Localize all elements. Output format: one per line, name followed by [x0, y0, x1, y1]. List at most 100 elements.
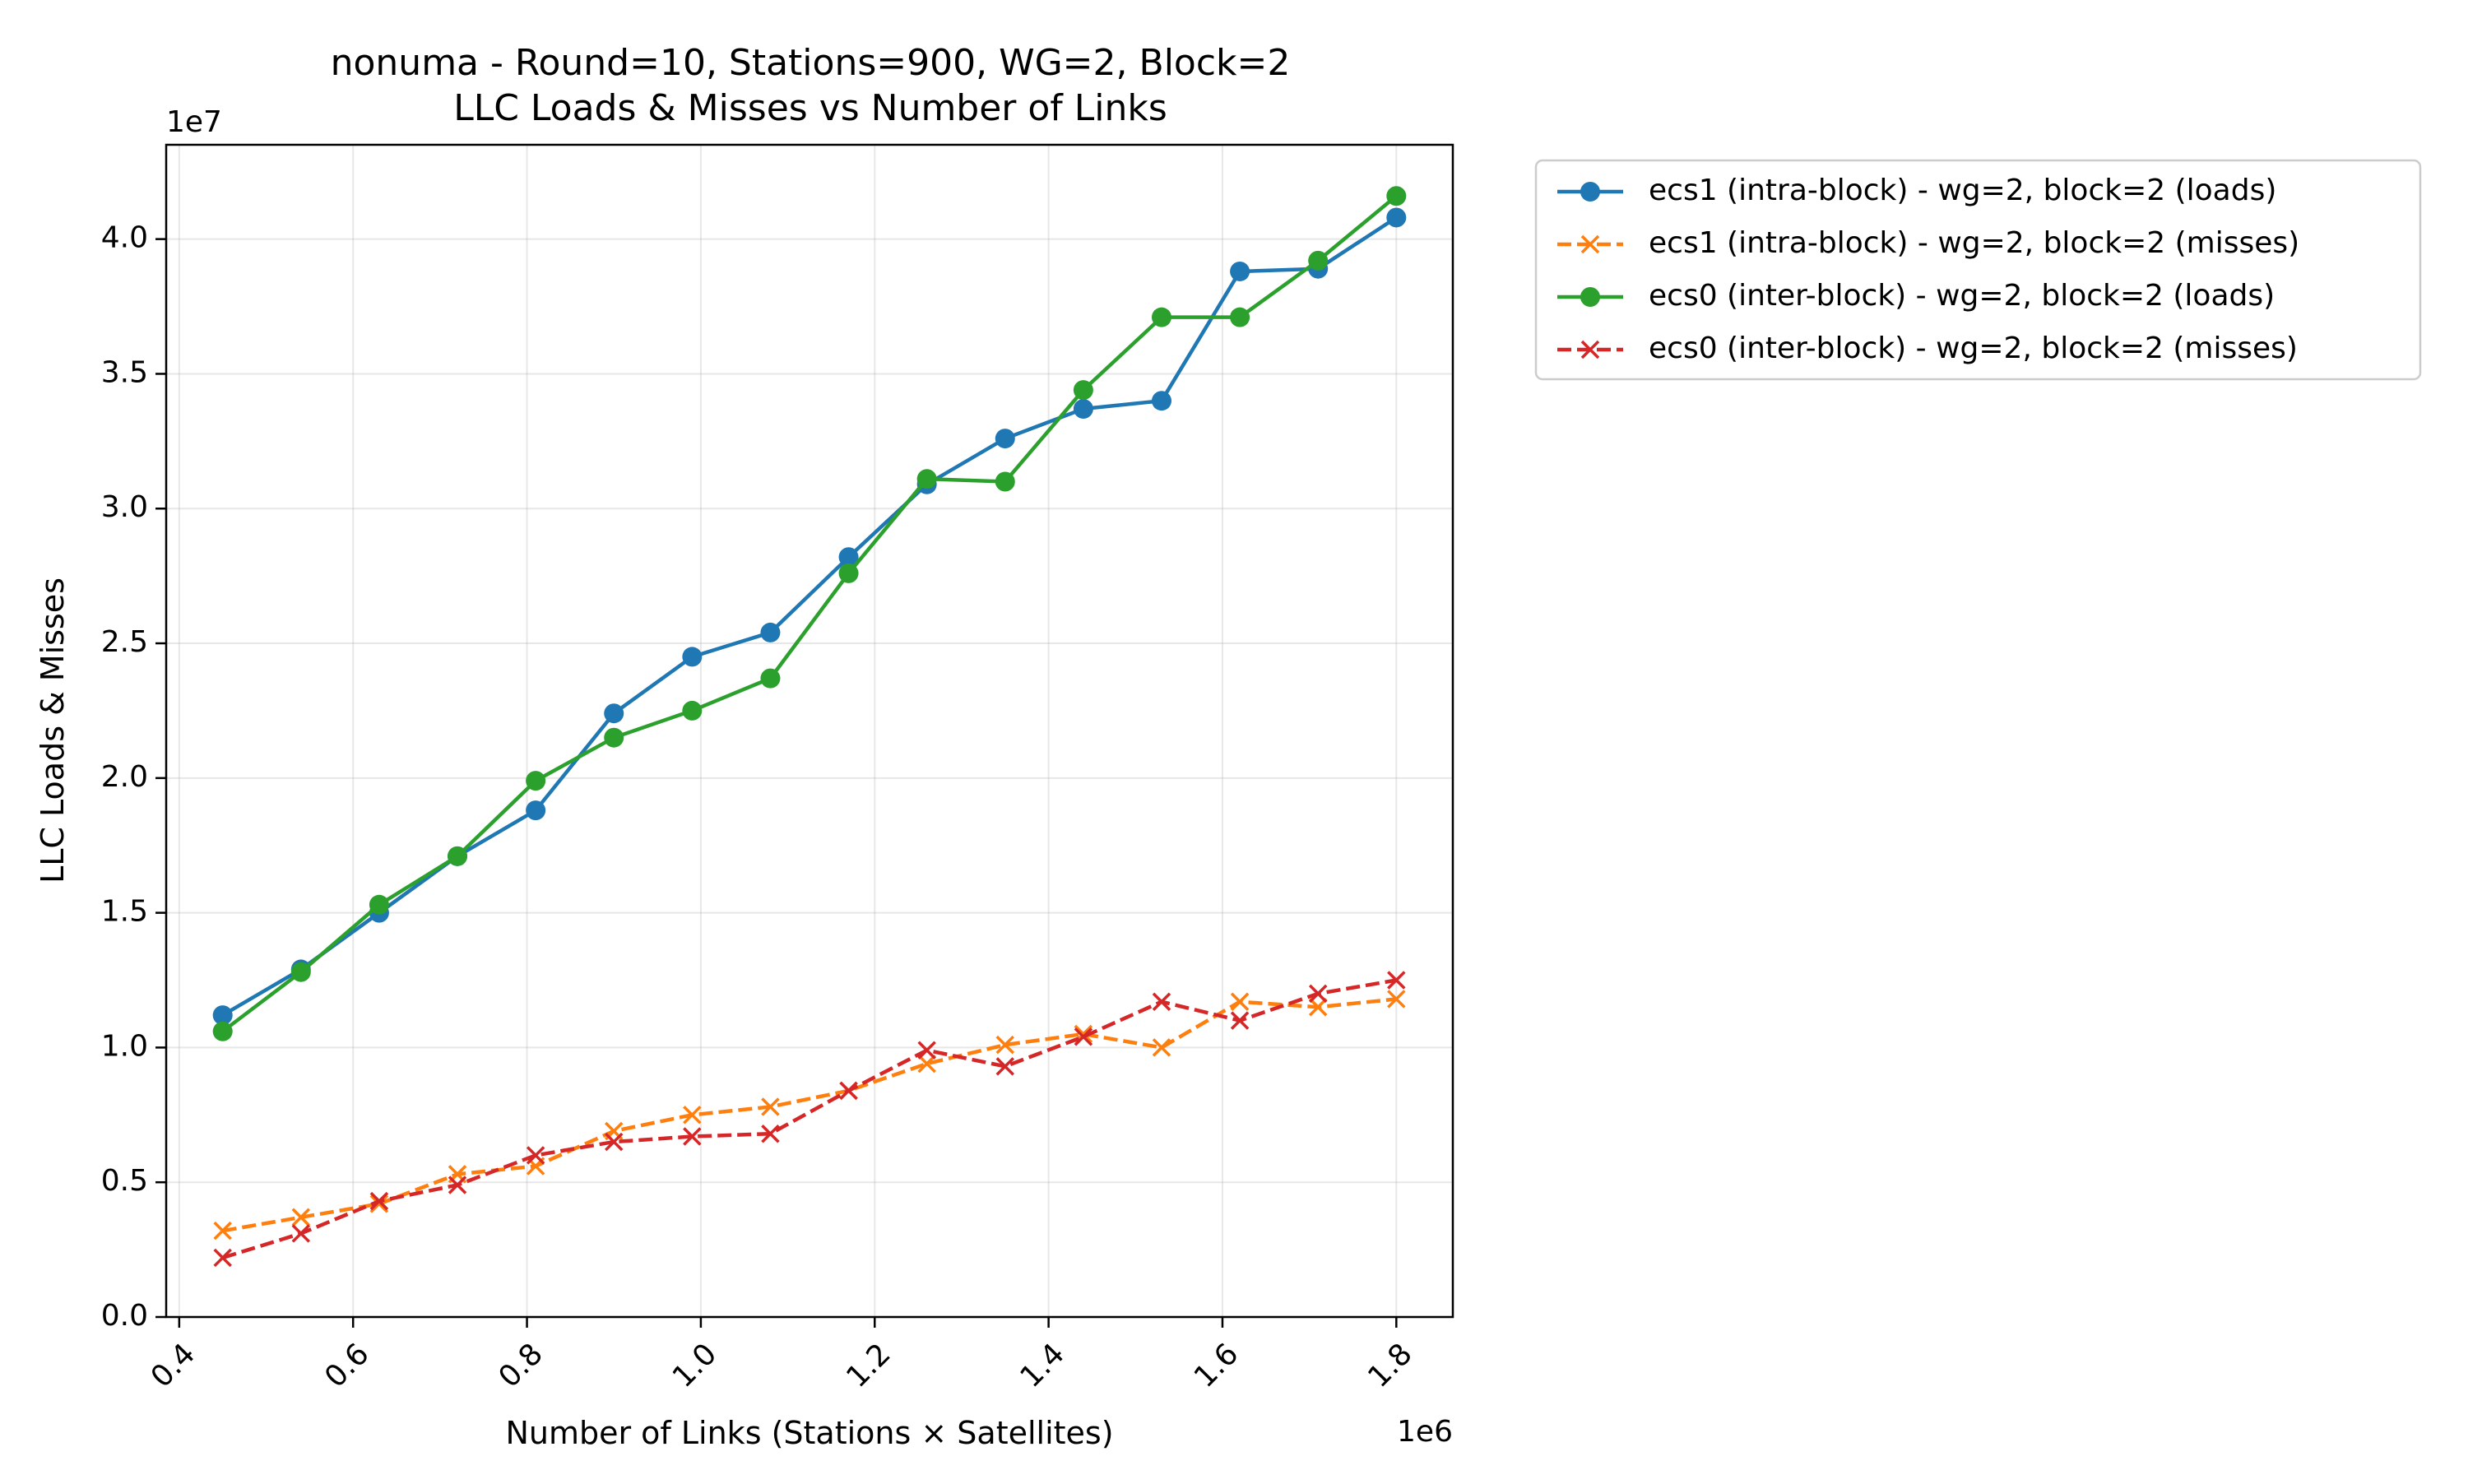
- data-point: [838, 563, 859, 583]
- data-point: [291, 1208, 311, 1227]
- y-axis-offset-label: 1e7: [166, 105, 222, 139]
- y-tick-label: 2.0: [101, 760, 148, 794]
- chart-title-line-1: nonuma - Round=10, Stations=900, WG=2, B…: [331, 42, 1291, 84]
- data-point: [526, 1146, 545, 1165]
- legend-label: ecs1 (intra-block) - wg=2, block=2 (miss…: [1649, 226, 2299, 260]
- plot-area-frame: [165, 143, 1454, 1319]
- data-point: [1230, 992, 1250, 1011]
- grid-lines: [166, 145, 1453, 1318]
- data-point: [448, 1176, 467, 1194]
- legend-marker: [1580, 340, 1600, 359]
- data-point: [290, 962, 311, 982]
- legend-label: ecs1 (intra-block) - wg=2, block=2 (load…: [1649, 174, 2276, 207]
- series-line: [222, 978, 1397, 1260]
- legend-entry: ecs1 (intra-block) - wg=2, block=2 (load…: [1557, 174, 2276, 207]
- data-point: [916, 469, 937, 489]
- data-point: [1152, 1038, 1171, 1057]
- data-point: [917, 1041, 936, 1060]
- data-point: [1151, 307, 1171, 327]
- data-point: [1386, 186, 1407, 206]
- data-point: [838, 547, 859, 568]
- data-point: [839, 1081, 858, 1101]
- legend-marker: [1580, 287, 1600, 307]
- data-point: [683, 1127, 702, 1146]
- data-point: [760, 622, 781, 642]
- y-tick-label: 1.5: [101, 895, 148, 929]
- data-point: [604, 703, 624, 724]
- data-point: [1387, 971, 1406, 990]
- data-point: [761, 1097, 780, 1116]
- data-point: [682, 647, 703, 667]
- legend: ecs1 (intra-block) - wg=2, block=2 (load…: [1534, 159, 2422, 381]
- y-axis-label: LLC Loads & Misses: [35, 577, 71, 883]
- data-point: [1152, 992, 1171, 1011]
- x-axis-offset-label: 1e6: [1397, 1415, 1453, 1449]
- x-axis-label: Number of Links (Stations × Satellites): [505, 1415, 1113, 1451]
- data-point: [212, 1005, 233, 1026]
- series-3: [212, 186, 1407, 1041]
- data-point: [448, 846, 468, 866]
- x-tick-label: 1.8: [1362, 1337, 1418, 1394]
- series-line: [221, 216, 1398, 1018]
- data-point: [213, 1248, 232, 1268]
- x-tick-label: 0.8: [493, 1337, 550, 1394]
- y-tick-label: 3.5: [101, 355, 148, 389]
- data-point: [604, 727, 624, 748]
- y-tick-label: 4.0: [101, 221, 148, 255]
- x-tick-label: 1.2: [840, 1337, 897, 1394]
- data-point: [760, 668, 781, 689]
- data-point: [995, 1035, 1015, 1055]
- data-point: [1386, 207, 1407, 228]
- data-point: [1151, 391, 1171, 411]
- legend-frame: [1534, 159, 2422, 381]
- data-point: [369, 894, 389, 915]
- data-point: [1308, 984, 1328, 1004]
- data-point: [1073, 399, 1093, 420]
- data-point: [1230, 1011, 1250, 1030]
- data-point: [682, 700, 703, 721]
- legend-marker: [1580, 182, 1600, 202]
- data-point: [995, 429, 1015, 449]
- series-line: [221, 194, 1398, 1033]
- series-4: [213, 971, 1406, 1268]
- x-axis-ticks: 0.4 0.6 0.8 1.0 1.2 1.4 1.6 1.8: [145, 1317, 1419, 1394]
- legend-entry: ecs1 (intra-block) - wg=2, block=2 (miss…: [1557, 226, 2299, 260]
- data-point: [526, 771, 546, 791]
- data-point: [995, 471, 1015, 492]
- data-point: [1308, 998, 1328, 1017]
- data-point: [291, 1224, 311, 1243]
- x-tick-label: 1.0: [666, 1337, 723, 1394]
- series-1: [212, 207, 1407, 1026]
- data-point: [604, 1132, 624, 1152]
- data-point: [1230, 261, 1250, 281]
- series-layer: [212, 186, 1407, 1268]
- x-tick-label: 1.4: [1014, 1337, 1071, 1394]
- y-tick-label: 0.0: [101, 1299, 148, 1333]
- legend-entry: ecs0 (inter-block) - wg=2, block=2 (miss…: [1557, 332, 2298, 365]
- legend-marker: [1580, 234, 1600, 254]
- data-point: [1230, 307, 1250, 327]
- x-tick-label: 0.4: [145, 1337, 202, 1394]
- data-point: [1074, 1027, 1093, 1046]
- data-point: [1073, 380, 1093, 401]
- data-point: [995, 1057, 1015, 1076]
- data-point: [683, 1106, 702, 1125]
- data-point: [1308, 250, 1329, 271]
- series-line: [222, 997, 1397, 1233]
- y-axis-ticks: 0.0 0.5 1.0 1.5 2.0 2.5 3.0 3.5 4.0: [101, 221, 166, 1333]
- data-point: [761, 1125, 780, 1143]
- x-tick-label: 0.6: [318, 1337, 375, 1394]
- data-point: [369, 1191, 389, 1211]
- chart-title-line-2: LLC Loads & Misses vs Number of Links: [453, 87, 1167, 129]
- data-point: [917, 1054, 936, 1074]
- legend-entry: ecs0 (inter-block) - wg=2, block=2 (load…: [1557, 279, 2275, 313]
- y-tick-label: 2.5: [101, 625, 148, 659]
- x-tick-label: 1.6: [1188, 1337, 1245, 1394]
- data-point: [369, 1194, 389, 1213]
- data-point: [213, 1221, 232, 1241]
- series-2: [213, 990, 1406, 1241]
- data-point: [526, 800, 546, 821]
- y-tick-label: 3.0: [101, 490, 148, 524]
